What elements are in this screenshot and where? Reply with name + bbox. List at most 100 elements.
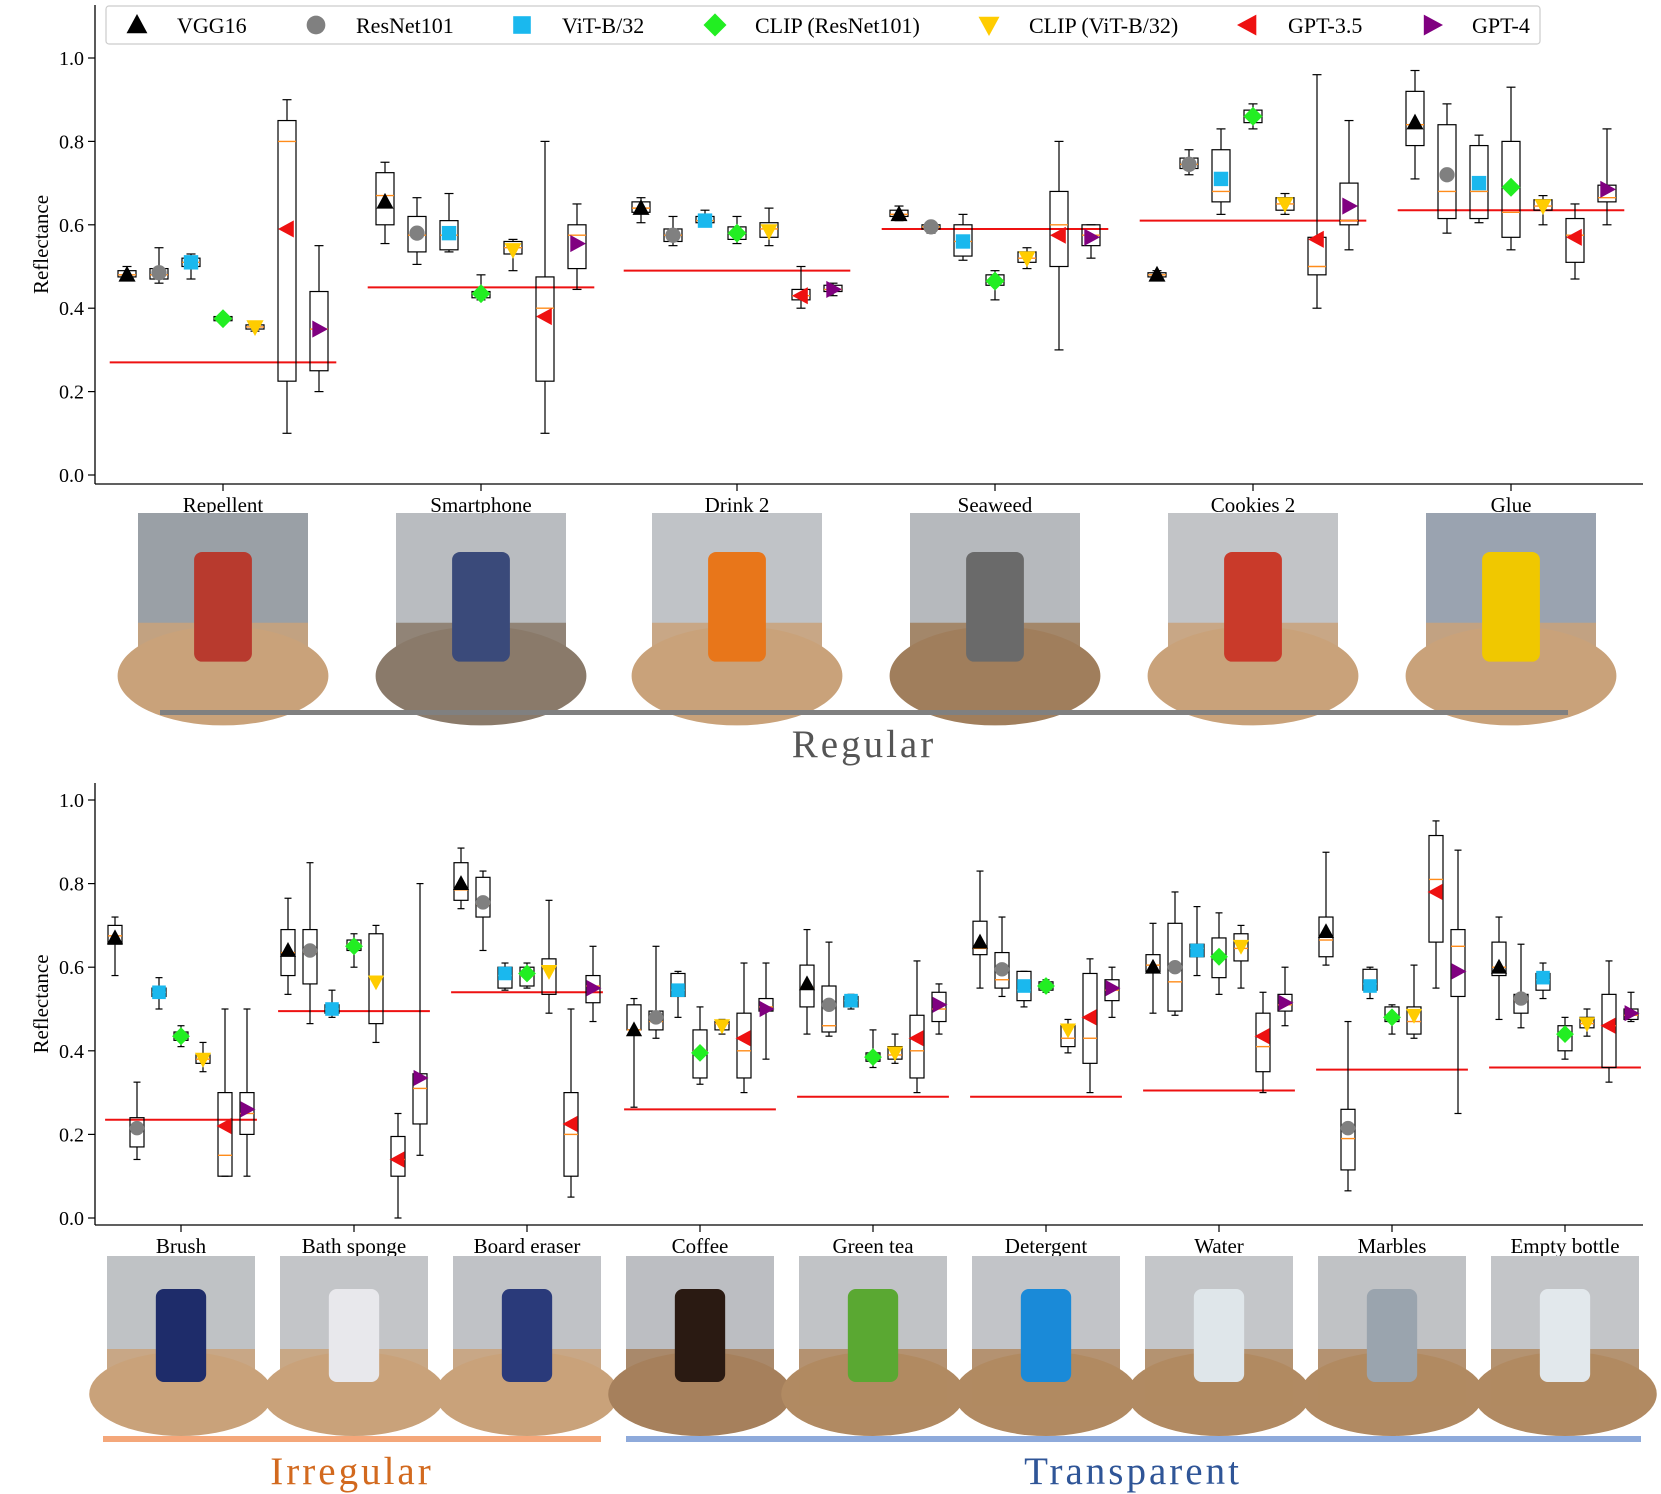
- mean-marker-vitb32: [671, 983, 685, 997]
- mean-marker-gpt35: [1600, 1017, 1616, 1034]
- box-vgg16: [117, 265, 137, 282]
- mean-marker-resnet101: [821, 997, 837, 1013]
- box-iqr: [368, 933, 384, 1025]
- box-resnet101: [1513, 943, 1529, 1029]
- mean-marker-vitb32: [325, 1002, 339, 1016]
- photo-object: [452, 551, 510, 662]
- box-gpt35: [216, 1008, 233, 1177]
- box-iqr: [453, 862, 469, 901]
- mean-marker-gpt4: [1278, 994, 1294, 1011]
- mean-marker-gpt4: [1600, 180, 1616, 198]
- box-iqr: [821, 985, 837, 1033]
- mean-marker-resnet101: [1340, 1120, 1356, 1136]
- box-gpt4: [1081, 224, 1101, 259]
- legend-marker-clip_resnet101: [703, 13, 727, 37]
- box-resnet101: [1340, 1020, 1356, 1192]
- box-clip_resnet101: [985, 270, 1005, 301]
- box-clip_vitb32: [245, 320, 265, 336]
- box-vitb32: [1016, 970, 1032, 1008]
- legend-label-gpt35: GPT-3.5: [1288, 13, 1362, 38]
- box-iqr: [1501, 140, 1521, 238]
- box-vitb32: [497, 962, 513, 991]
- box-vgg16: [631, 197, 651, 224]
- category-smartphone: Smartphone: [367, 140, 595, 517]
- mean-marker-gpt35: [389, 1151, 405, 1168]
- box-gpt35: [1427, 820, 1444, 989]
- box-clip_vitb32: [1232, 924, 1250, 989]
- mean-marker-resnet101: [1439, 167, 1455, 183]
- category-bath-sponge: Bath sponge: [278, 862, 430, 1258]
- category-drink-2: Drink 2: [623, 197, 851, 517]
- y-tick-label: 0.0: [59, 1208, 84, 1230]
- legend-label-resnet101: ResNet101: [356, 13, 454, 38]
- photo-marbles: [1300, 1256, 1484, 1436]
- box-iqr: [541, 958, 557, 995]
- photo-board-eraser: [435, 1256, 619, 1436]
- box-clip_vitb32: [1275, 192, 1295, 215]
- legend-label-clip_resnet101: CLIP (ResNet101): [755, 13, 920, 38]
- box-gpt4: [1277, 966, 1294, 1027]
- box-vgg16: [279, 897, 297, 995]
- photo-object: [194, 551, 252, 662]
- box-clip_vitb32: [1017, 247, 1037, 270]
- mean-marker-resnet101: [665, 227, 681, 243]
- y-axis-label: Reflectance: [29, 195, 53, 294]
- box-vitb32: [151, 977, 167, 1010]
- box-gpt35: [1565, 203, 1585, 280]
- mean-marker-vgg16: [106, 929, 124, 945]
- mean-marker-gpt35: [278, 220, 294, 238]
- y-tick-label: 0.8: [59, 874, 84, 896]
- box-resnet101: [129, 1081, 145, 1161]
- mean-marker-clip_resnet101: [727, 223, 747, 243]
- mean-marker-clip_resnet101: [1383, 1008, 1401, 1027]
- box-resnet101: [302, 862, 318, 1025]
- box-iqr: [567, 224, 587, 270]
- mean-marker-clip_resnet101: [345, 937, 363, 956]
- photo-object: [847, 1289, 899, 1382]
- mean-marker-clip_resnet101: [1501, 177, 1521, 197]
- box-vitb32: [843, 993, 859, 1010]
- category-brush: Brush: [105, 916, 257, 1258]
- mean-marker-clip_vitb32: [1405, 1008, 1423, 1024]
- y-tick-label: 1.0: [59, 790, 84, 812]
- legend-item-vgg16: VGG16: [126, 13, 247, 38]
- photo-coffee: [608, 1256, 792, 1436]
- mean-marker-gpt35: [216, 1118, 232, 1135]
- legend-label-vitb32: ViT-B/32: [562, 13, 644, 38]
- mean-marker-vitb32: [1471, 175, 1487, 191]
- photo-object: [328, 1289, 380, 1382]
- mean-marker-gpt35: [908, 1030, 924, 1047]
- box-iqr: [1339, 182, 1359, 226]
- photo-object: [1366, 1289, 1418, 1382]
- box-vgg16: [1147, 265, 1167, 282]
- mean-marker-clip_resnet101: [172, 1027, 190, 1046]
- box-resnet101: [1167, 891, 1183, 1016]
- box-clip_resnet101: [727, 215, 747, 245]
- box-vgg16: [798, 928, 816, 1035]
- photo-glue: [1405, 513, 1617, 726]
- category-green-tea: Green tea: [797, 928, 949, 1258]
- mean-marker-gpt4: [413, 1069, 429, 1086]
- box-gpt35: [389, 1112, 406, 1219]
- box-resnet101: [1437, 103, 1457, 234]
- box-gpt35: [535, 140, 555, 434]
- box-iqr: [1255, 1012, 1271, 1073]
- group-bar-irregular: [103, 1436, 601, 1442]
- mean-marker-gpt4: [826, 280, 842, 298]
- box-clip_resnet101: [1210, 912, 1228, 995]
- mean-marker-gpt4: [932, 996, 948, 1013]
- mean-marker-vitb32: [955, 234, 971, 249]
- mean-marker-clip_resnet101: [864, 1048, 882, 1066]
- box-gpt4: [931, 983, 948, 1035]
- box-gpt4: [1104, 966, 1121, 1018]
- box-vitb32: [181, 253, 201, 280]
- y-tick-label: 0.4: [59, 298, 84, 320]
- x-tick-label: Board eraser: [474, 1234, 581, 1258]
- group-labels: Regular Irregular Transparent: [103, 710, 1641, 1493]
- mean-marker-vgg16: [1317, 923, 1335, 938]
- box-vgg16: [1144, 922, 1162, 1014]
- mean-marker-vgg16: [798, 975, 816, 991]
- box-iqr: [736, 1012, 752, 1079]
- box-vgg16: [375, 161, 395, 245]
- photo-cookies-2: [1147, 513, 1359, 726]
